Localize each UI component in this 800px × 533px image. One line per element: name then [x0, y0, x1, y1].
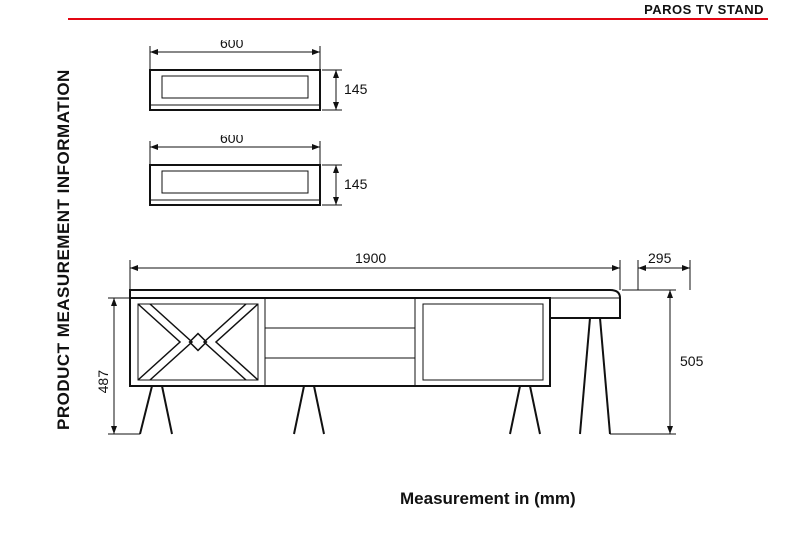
dim-shelf1-depth-value: 145 — [344, 81, 368, 97]
side-title: PRODUCT MEASUREMENT INFORMATION — [54, 69, 74, 430]
dim-stand-left-height: 487 — [95, 298, 140, 434]
shelf1-body — [150, 70, 320, 110]
dim-shelf2-depth: 145 — [322, 165, 368, 205]
product-title: PAROS TV STAND — [644, 2, 764, 17]
dim-stand-depth: 295 — [638, 250, 690, 290]
diagram-canvas: PAROS TV STAND PRODUCT MEASUREMENT INFOR… — [0, 0, 800, 533]
dim-shelf1-width: 600 — [150, 40, 320, 70]
dim-stand-width: 1900 — [130, 250, 620, 290]
stand-cabinet — [130, 298, 550, 386]
header-rule — [68, 18, 768, 20]
tv-stand: 1900 — [90, 250, 740, 480]
dim-stand-width-value: 1900 — [355, 250, 386, 266]
shelf-2: 600 145 — [140, 135, 400, 225]
dim-shelf2-width: 600 — [150, 135, 320, 165]
dim-shelf1-depth: 145 — [322, 70, 368, 110]
dim-stand-left-value: 487 — [95, 370, 111, 394]
dim-stand-depth-value: 295 — [648, 250, 672, 266]
dim-shelf2-depth-value: 145 — [344, 176, 368, 192]
shelf2-body — [150, 165, 320, 205]
dim-shelf2-width-value: 600 — [220, 135, 244, 146]
dim-shelf1-width-value: 600 — [220, 40, 244, 51]
shelf-1: 600 145 — [140, 40, 400, 130]
door-pattern — [138, 304, 258, 380]
dim-stand-right-value: 505 — [680, 353, 704, 369]
footer-text: Measurement in (mm) — [400, 489, 576, 509]
dim-stand-right-height: 505 — [610, 290, 704, 434]
